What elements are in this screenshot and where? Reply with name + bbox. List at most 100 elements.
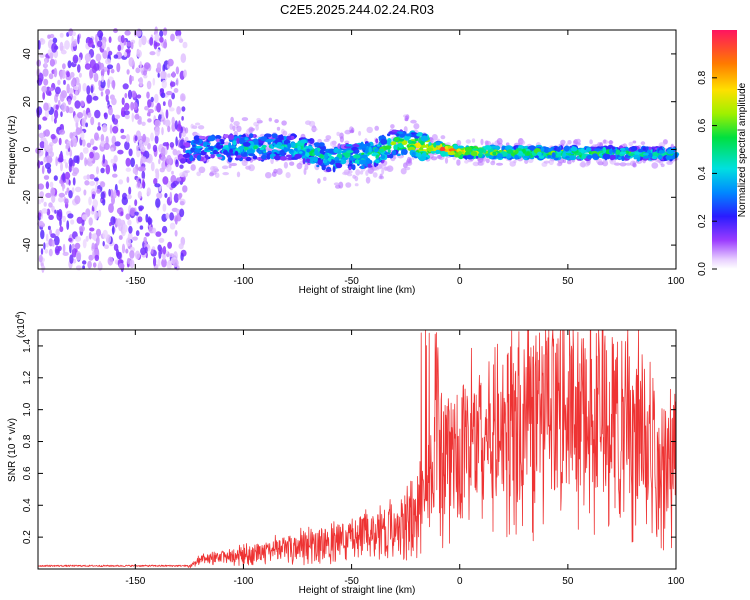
spectrogram-noise-point: [69, 87, 73, 95]
spectrogram-ridge-point: [592, 153, 598, 159]
spectrogram-noise-point: [51, 114, 54, 122]
spectrogram-y-tick-label: 0: [22, 146, 33, 152]
spectrogram-halo-point: [276, 168, 283, 175]
spectrogram-noise-point: [129, 207, 136, 216]
spectrogram-ridge-point: [376, 154, 380, 157]
spectrogram-ridge-point: [335, 162, 340, 166]
spectrogram-ridge-point: [217, 156, 223, 160]
spectrogram-ridge-point: [229, 145, 237, 149]
spectrogram-noise-point: [58, 196, 64, 203]
spectrogram-noise-point: [176, 106, 182, 115]
spectrogram-noise-point: [136, 145, 139, 152]
spectrogram-ridge-point: [258, 150, 262, 155]
spectrogram-noise-point: [167, 125, 171, 133]
spectrogram-noise-point: [117, 149, 124, 155]
snr-y-tick-label: 0.2: [22, 530, 33, 544]
spectrogram-noise-point: [65, 142, 70, 149]
snr-y-tick-label: 0.6: [22, 466, 33, 480]
spectrogram-noise-point: [138, 76, 144, 87]
spectrogram-ridge-point: [448, 148, 456, 152]
spectrogram-halo-point: [456, 139, 462, 146]
spectrogram-noise-point: [75, 251, 82, 261]
spectrogram-halo-point: [221, 165, 229, 170]
spectrogram-noise-point: [171, 71, 176, 78]
spectrogram-noise-point: [93, 72, 99, 83]
spectrogram-noise-point: [88, 231, 92, 240]
spectrogram-ridge-point: [290, 135, 295, 140]
spectrogram-noise-point: [86, 174, 91, 180]
spectrogram-ridge-point: [439, 146, 446, 152]
spectrogram-noise-point: [153, 256, 157, 267]
spectrogram-noise-point: [104, 244, 109, 249]
spectrogram-halo-point: [283, 161, 288, 169]
spectrogram-noise-point: [95, 235, 100, 246]
spectrogram-noise-point: [71, 40, 77, 47]
spectrogram-ridge-point: [241, 134, 246, 137]
spectrogram-noise-point: [43, 102, 49, 111]
spectrogram-noise-point: [92, 262, 97, 268]
spectrogram-ridge-point: [599, 150, 604, 153]
spectrogram-noise-point: [111, 135, 117, 145]
spectrogram-noise-point: [152, 227, 157, 234]
spectrogram-ridge-point: [375, 159, 380, 164]
spectrogram-noise-point: [76, 265, 82, 271]
spectrogram-noise-point: [159, 30, 164, 37]
spectrogram-ridge-point: [551, 152, 556, 159]
spectrogram-halo-point: [354, 183, 359, 187]
spectrogram-halo-point: [342, 171, 349, 176]
spectrogram-ridge-point: [492, 151, 497, 156]
spectrogram-halo-point: [354, 175, 359, 182]
spectrogram-noise-point: [150, 248, 154, 255]
spectrogram-noise-point: [74, 242, 81, 250]
spectrogram-ridge-point: [252, 155, 258, 160]
spectrogram-ridge-point: [391, 129, 398, 133]
spectrogram-halo-point: [365, 170, 369, 176]
spectrogram-noise-point: [66, 220, 70, 231]
spectrogram-noise-point: [76, 216, 83, 224]
spectrogram-ridge-point: [222, 150, 228, 155]
spectrogram-noise-point: [84, 180, 90, 186]
spectrogram-noise-point: [45, 242, 49, 248]
spectrogram-noise-point: [129, 259, 135, 269]
colorbar-label: Normalized spectral amplitude: [737, 82, 748, 217]
spectrogram-noise-point: [116, 62, 121, 73]
spectrogram-noise-point: [103, 112, 108, 120]
spectrogram-noise-point: [105, 58, 112, 65]
spectrogram-noise-point: [127, 219, 132, 226]
spectrogram-halo-point: [241, 159, 248, 166]
spectrogram-noise-point: [48, 214, 54, 220]
spectrogram-halo-point: [282, 130, 288, 137]
spectrogram-noise-point: [49, 229, 52, 236]
spectrogram-ridge-point: [585, 147, 592, 152]
spectrogram-halo-point: [404, 166, 411, 171]
spectrogram-halo-point: [230, 162, 238, 167]
spectrogram-noise-point: [121, 196, 128, 206]
spectrogram-halo-point: [548, 158, 554, 166]
spectrogram-panel: -150 -100 -50 0 50 100 -40 -20 0 20 40 Height of …: [7, 26, 685, 296]
spectrogram-noise-point: [181, 95, 186, 101]
spectrogram-halo-point: [184, 170, 190, 174]
spectrogram-noise-point: [140, 247, 147, 256]
spectrogram-noise-point: [108, 36, 112, 43]
spectrogram-ridge-point: [478, 147, 484, 154]
spectrogram-ridge-point: [401, 148, 407, 155]
spectrogram-noise-point: [147, 99, 152, 108]
spectrogram-halo-point: [281, 120, 287, 126]
spectrogram-frame: [37, 29, 677, 270]
spectrogram-noise-point: [82, 139, 86, 147]
spectrogram-halo-point: [248, 126, 254, 134]
spectrogram-noise-point: [86, 94, 93, 104]
spectrogram-noise-point: [53, 235, 60, 246]
spectrogram-noise-point: [59, 92, 65, 103]
spectrogram-halo-point: [229, 123, 234, 130]
spectrogram-noise-point: [108, 50, 113, 56]
spectrogram-halo-point: [268, 117, 272, 122]
spectrogram-noise-point: [126, 176, 130, 183]
spectrogram-noise-point: [181, 116, 184, 121]
spectrogram-noise-point: [140, 146, 146, 153]
spectrogram-noise-point: [89, 181, 96, 186]
spectrogram-ridge-point: [470, 151, 478, 157]
spectrogram-ridge-point: [526, 151, 530, 156]
spectrogram-ridge-point: [279, 156, 288, 161]
spectrogram-noise-point: [91, 242, 95, 250]
